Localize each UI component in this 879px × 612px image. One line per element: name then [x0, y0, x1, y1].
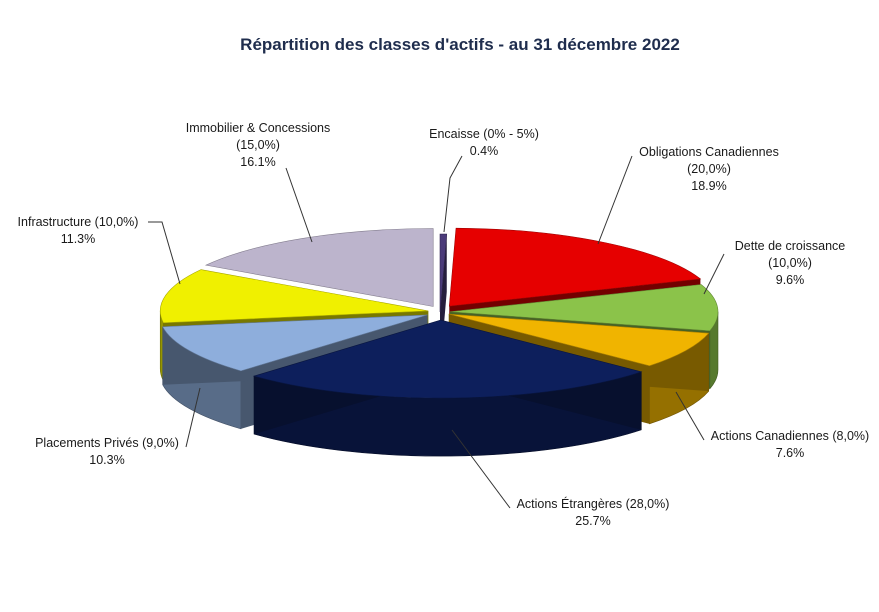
leader-line-4 — [451, 429, 511, 509]
slice-label-2-value_label: 9.6% — [776, 273, 805, 287]
slice-label-7-target: (15,0%) — [236, 138, 280, 152]
leader-lines — [148, 155, 725, 509]
leader-line-6 — [148, 221, 181, 285]
slice-label-5-name: Placements Privés (9,0%) — [35, 436, 179, 450]
slice-4 — [252, 319, 643, 399]
slice-5 — [162, 314, 428, 372]
slice-label-0-value_label: 0.4% — [470, 144, 499, 158]
slice-1 — [448, 227, 702, 307]
slice-label-4-name: Actions Étrangères (28,0%) — [517, 496, 670, 511]
leader-line-3 — [675, 391, 705, 441]
slice-label-3-name: Actions Canadiennes (8,0%) — [711, 429, 869, 443]
slice-label-0-name: Encaisse (0% - 5%) — [429, 127, 539, 141]
leader-line-7 — [285, 167, 313, 243]
slice-0 — [439, 233, 448, 313]
slice-label-6-name: Infrastructure (10,0%) — [18, 215, 139, 229]
slice-label-1-name: Obligations Canadiennes — [639, 145, 779, 159]
leader-line-0 — [443, 155, 463, 233]
slice-label-1-target: (20,0%) — [687, 162, 731, 176]
slice-label-6-value_label: 11.3% — [61, 232, 96, 246]
leader-line-1 — [597, 155, 633, 245]
slice-label-2-target: (10,0%) — [768, 256, 812, 270]
slice-label-2-name: Dette de croissance — [735, 239, 846, 253]
slice-label-7-name: Immobilier & Concessions — [186, 121, 331, 135]
slice-7 — [204, 228, 434, 307]
leader-line-5 — [185, 387, 201, 448]
slice-label-7-value_label: 16.1% — [240, 155, 275, 169]
slice-label-5-value_label: 10.3% — [89, 453, 124, 467]
chart-title: Répartition des classes d'actifs - au 31… — [240, 35, 680, 54]
slice-label-1-value_label: 18.9% — [691, 179, 726, 193]
slice-label-3-value_label: 7.6% — [776, 446, 805, 460]
slice-3 — [448, 313, 710, 367]
slice-2 — [449, 284, 719, 332]
pie-tops — [159, 227, 719, 399]
slice-6 — [159, 269, 429, 324]
slice-labels: Encaisse (0% - 5%) 0.4% Obligations Canadi… — [18, 121, 870, 528]
leader-line-2 — [703, 253, 725, 295]
slice-label-4-value_label: 25.7% — [575, 514, 610, 528]
